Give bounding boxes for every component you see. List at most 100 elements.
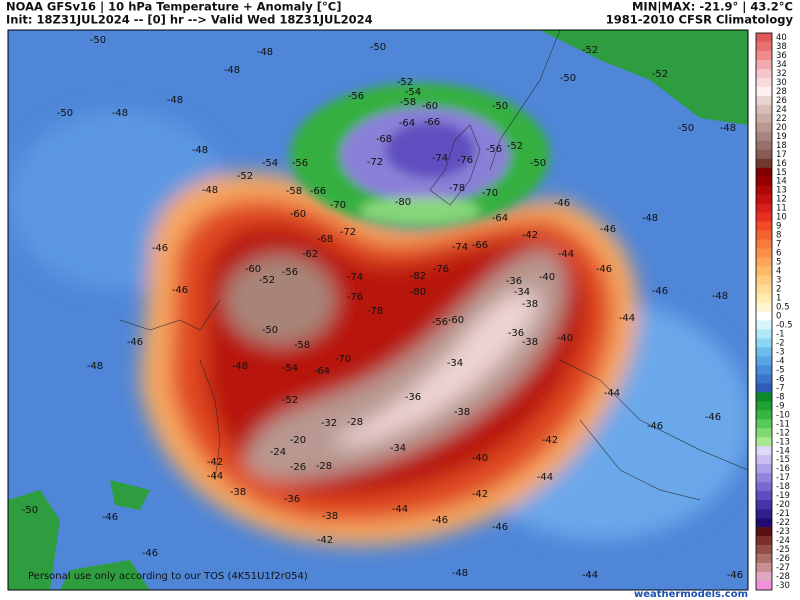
colorbar-label: 1: [776, 294, 781, 304]
colorbar-swatch: [756, 212, 772, 222]
colorbar-label: 0: [776, 311, 781, 321]
colorbar-label: 18: [776, 141, 787, 151]
site-credit: weathermodels.com: [634, 589, 748, 600]
colorbar-swatch: [756, 221, 772, 231]
colorbar-swatch: [756, 374, 772, 384]
colorbar-label: -4: [776, 356, 784, 366]
contour-label: -48: [167, 95, 183, 106]
contour-label: -50: [492, 101, 508, 112]
colorbar-swatch: [756, 401, 772, 411]
colorbar-label: -11: [776, 419, 790, 429]
contour-label: -56: [282, 267, 298, 278]
colorbar-swatch: [756, 302, 772, 312]
contour-label: -64: [492, 213, 508, 224]
colorbar-label: -22: [776, 518, 790, 528]
colorbar-label: 20: [776, 123, 787, 133]
colorbar-label: -24: [776, 536, 790, 546]
contour-labels: -50-50 -52-52-50-48-48-50 -48-48-52-54-56-…: [22, 35, 743, 581]
contour-label: -48: [192, 145, 208, 156]
contour-label: -46: [102, 512, 118, 523]
colorbar-label: -15: [776, 455, 790, 465]
cold-vortex: [290, 83, 550, 227]
contour-label: -46: [432, 515, 448, 526]
coastlines: [119, 30, 748, 501]
contour-label: -56: [292, 158, 308, 169]
colorbar-swatch: [756, 428, 772, 438]
colorbar-label: -10: [776, 410, 790, 420]
tos-notice: Personal use only according to our TOS (…: [28, 571, 308, 582]
colorbar-swatch: [756, 113, 772, 124]
colorbar-label: -30: [776, 581, 790, 591]
contour-label: -50: [560, 73, 576, 84]
contour-label: -72: [367, 157, 383, 168]
contour-label: -44: [207, 471, 223, 482]
colorbar-swatch: [756, 545, 772, 555]
contour-label: -50: [370, 42, 386, 53]
colorbar-frame: [755, 32, 773, 591]
contour-label: -58: [286, 186, 302, 197]
contour-label: -24: [270, 447, 286, 458]
colorbar-swatch: [756, 482, 772, 492]
colorbar-label: 36: [776, 51, 787, 61]
contour-label: -66: [424, 117, 440, 128]
map-frame: [7, 29, 749, 591]
contour-label: -68: [376, 134, 392, 145]
contour-label: -28: [316, 461, 332, 472]
colorbar-swatch: [756, 446, 772, 456]
colorbar-label: -26: [776, 554, 790, 564]
colorbar-label: -18: [776, 482, 790, 492]
colorbar-swatch: [756, 419, 772, 429]
colorbar-label: 19: [776, 132, 787, 142]
colorbar-label: 30: [776, 78, 787, 88]
contour-label: -52: [652, 69, 668, 80]
contour-label: -56: [432, 317, 448, 328]
contour-label: -64: [314, 366, 330, 377]
contour-label: -50: [262, 325, 278, 336]
contour-label: -76: [347, 292, 363, 303]
colorbar-label: -0.5: [776, 320, 793, 330]
contour-label: -48: [87, 361, 103, 372]
colorbar-swatch: [756, 140, 772, 151]
colorbar-swatch: [756, 329, 772, 339]
colorbar-swatch: [756, 509, 772, 519]
colorbar-label: -5: [776, 365, 784, 375]
contour-label: -82: [410, 271, 426, 282]
contour-label: -46: [596, 264, 612, 275]
colorbar-swatch: [756, 311, 772, 321]
contour-label: -72: [340, 227, 356, 238]
colorbar-label: -25: [776, 545, 790, 555]
colorbar-swatch: [756, 392, 772, 402]
colorbar-label: 9: [776, 222, 781, 232]
contour-label: -68: [317, 234, 333, 245]
colorbar-label: -6: [776, 374, 784, 384]
colorbar-label: 38: [776, 42, 787, 52]
colorbar-swatch: [756, 554, 772, 564]
colorbar-label: 24: [776, 105, 787, 115]
contour-label: -36: [405, 392, 421, 403]
colorbar-label: -17: [776, 473, 790, 483]
contour-label: -60: [245, 264, 261, 275]
colorbar-label: 11: [776, 204, 787, 214]
contour-label: -62: [302, 249, 318, 260]
colorbar-swatch: [756, 33, 772, 43]
colorbar-label: 0.5: [776, 303, 790, 313]
contour-label: -42: [472, 489, 488, 500]
colorbar-label: 5: [776, 258, 781, 268]
contour-label: -46: [600, 224, 616, 235]
contour-label: -38: [454, 407, 470, 418]
colorbar-swatch: [756, 527, 772, 537]
contour-label: -70: [330, 200, 346, 211]
map: [8, 30, 748, 590]
contour-label: -38: [322, 511, 338, 522]
contour-label: -74: [452, 242, 468, 253]
contour-label: -78: [367, 306, 383, 317]
contour-label: -64: [399, 118, 415, 129]
contour-label: -46: [652, 286, 668, 297]
colorbar-swatch: [756, 356, 772, 366]
colorbar-label: 13: [776, 186, 787, 196]
colorbar-label: 2: [776, 285, 781, 295]
colorbar-label: 17: [776, 150, 787, 160]
contour-label: -34: [514, 287, 530, 298]
contour-label: -46: [705, 412, 721, 423]
